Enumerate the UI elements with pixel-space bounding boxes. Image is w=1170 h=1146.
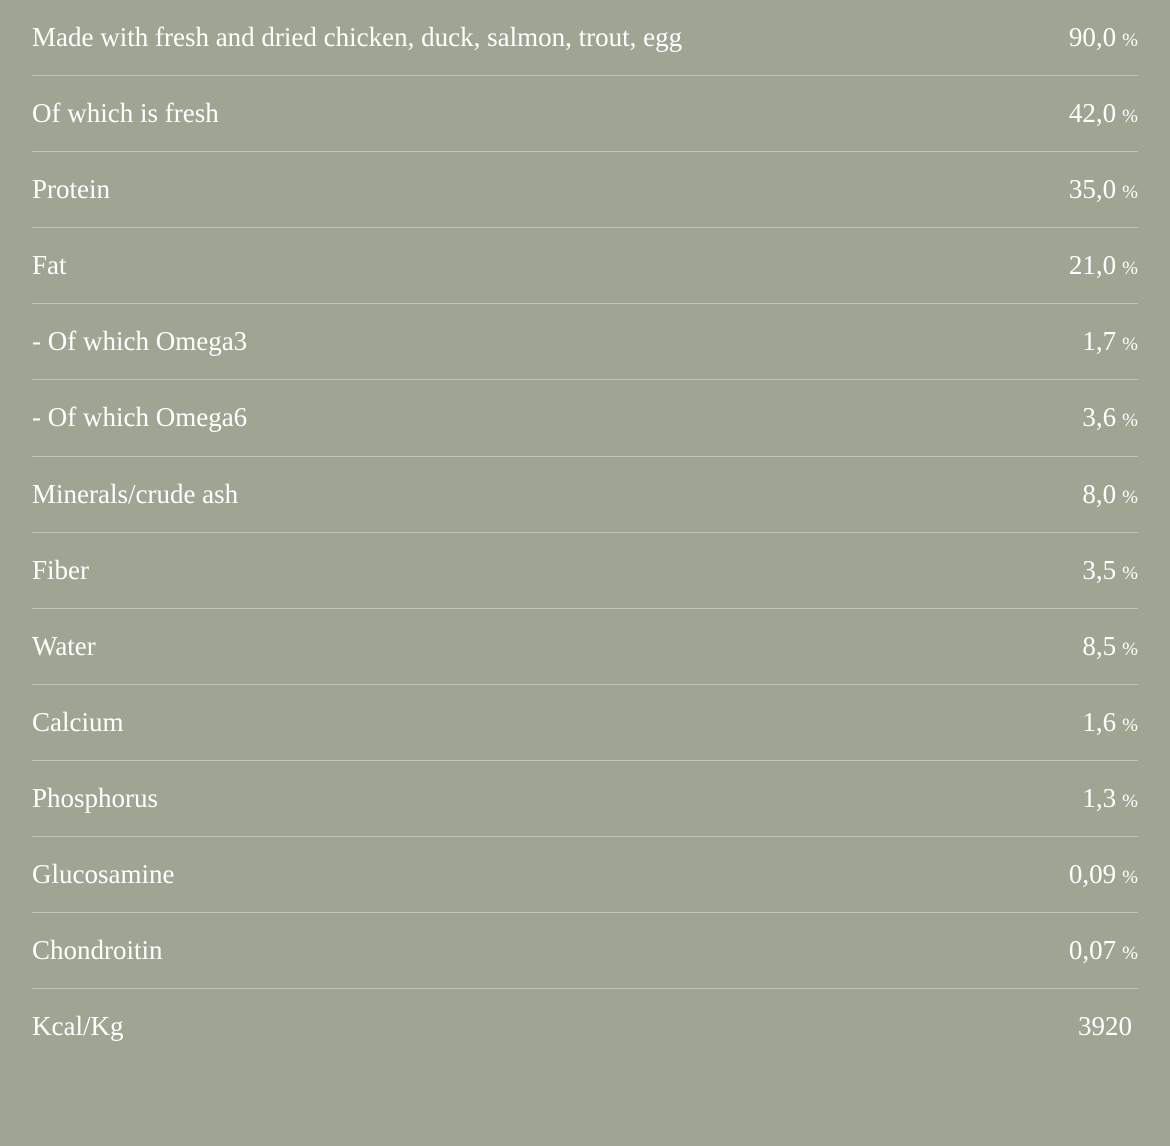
- table-row: Calcium 1,6 %: [32, 685, 1138, 761]
- table-row: Minerals/crude ash 8,0 %: [32, 457, 1138, 533]
- row-label: Water: [32, 629, 1082, 664]
- row-value: 3,6: [1082, 402, 1116, 433]
- row-value: 21,0: [1069, 250, 1116, 281]
- row-label: Of which is fresh: [32, 96, 1069, 131]
- row-value-group: 1,6 %: [1082, 707, 1138, 738]
- table-row: Phosphorus 1,3 %: [32, 761, 1138, 837]
- row-value: 90,0: [1069, 22, 1116, 53]
- row-value-group: 1,3 %: [1082, 783, 1138, 814]
- row-label: Calcium: [32, 705, 1082, 740]
- row-value-group: 21,0 %: [1069, 250, 1138, 281]
- row-label: Kcal/Kg: [32, 1009, 1078, 1044]
- table-row: Made with fresh and dried chicken, duck,…: [32, 0, 1138, 76]
- row-label: Minerals/crude ash: [32, 477, 1082, 512]
- row-unit: %: [1122, 791, 1138, 813]
- row-label: Phosphorus: [32, 781, 1082, 816]
- row-value-group: 8,0 %: [1082, 479, 1138, 510]
- table-row: Water 8,5 %: [32, 609, 1138, 685]
- table-row: Protein 35,0 %: [32, 152, 1138, 228]
- table-row: Of which is fresh 42,0 %: [32, 76, 1138, 152]
- row-unit: %: [1122, 334, 1138, 356]
- table-row: - Of which Omega3 1,7 %: [32, 304, 1138, 380]
- row-value-group: 3,6 %: [1082, 402, 1138, 433]
- row-label: Chondroitin: [32, 933, 1069, 968]
- row-value: 35,0: [1069, 174, 1116, 205]
- row-value-group: 0,07 %: [1069, 935, 1138, 966]
- row-unit: %: [1122, 182, 1138, 204]
- row-unit: %: [1122, 258, 1138, 280]
- row-label: - Of which Omega6: [32, 400, 1082, 435]
- table-row: Fiber 3,5 %: [32, 533, 1138, 609]
- row-value-group: 42,0 %: [1069, 98, 1138, 129]
- row-value: 8,5: [1082, 631, 1116, 662]
- row-unit: %: [1122, 30, 1138, 52]
- row-value-group: 8,5 %: [1082, 631, 1138, 662]
- row-unit: %: [1122, 867, 1138, 889]
- row-label: - Of which Omega3: [32, 324, 1082, 359]
- row-value-group: 0,09 %: [1069, 859, 1138, 890]
- row-value: 1,3: [1082, 783, 1116, 814]
- nutrition-table: Made with fresh and dried chicken, duck,…: [0, 0, 1170, 1096]
- row-value: 8,0: [1082, 479, 1116, 510]
- table-row: Fat 21,0 %: [32, 228, 1138, 304]
- row-value-group: 1,7 %: [1082, 326, 1138, 357]
- table-row: - Of which Omega6 3,6 %: [32, 380, 1138, 456]
- row-value: 3,5: [1082, 555, 1116, 586]
- row-value-group: 3,5 %: [1082, 555, 1138, 586]
- row-value: 0,07: [1069, 935, 1116, 966]
- row-value: 42,0: [1069, 98, 1116, 129]
- row-unit: %: [1122, 639, 1138, 661]
- row-unit: %: [1122, 487, 1138, 509]
- table-row: Kcal/Kg 3920: [32, 989, 1138, 1064]
- table-row: Chondroitin 0,07 %: [32, 913, 1138, 989]
- row-label: Glucosamine: [32, 857, 1069, 892]
- row-value-group: 3920: [1078, 1011, 1138, 1042]
- row-value: 1,7: [1082, 326, 1116, 357]
- row-label: Fat: [32, 248, 1069, 283]
- row-unit: %: [1122, 943, 1138, 965]
- row-label: Fiber: [32, 553, 1082, 588]
- row-value: 1,6: [1082, 707, 1116, 738]
- row-value: 3920: [1078, 1011, 1132, 1042]
- row-label: Made with fresh and dried chicken, duck,…: [32, 20, 1069, 55]
- row-value: 0,09: [1069, 859, 1116, 890]
- row-label: Protein: [32, 172, 1069, 207]
- row-unit: %: [1122, 410, 1138, 432]
- table-row: Glucosamine 0,09 %: [32, 837, 1138, 913]
- row-value-group: 35,0 %: [1069, 174, 1138, 205]
- row-value-group: 90,0 %: [1069, 22, 1138, 53]
- row-unit: %: [1122, 715, 1138, 737]
- row-unit: %: [1122, 106, 1138, 128]
- row-unit: %: [1122, 563, 1138, 585]
